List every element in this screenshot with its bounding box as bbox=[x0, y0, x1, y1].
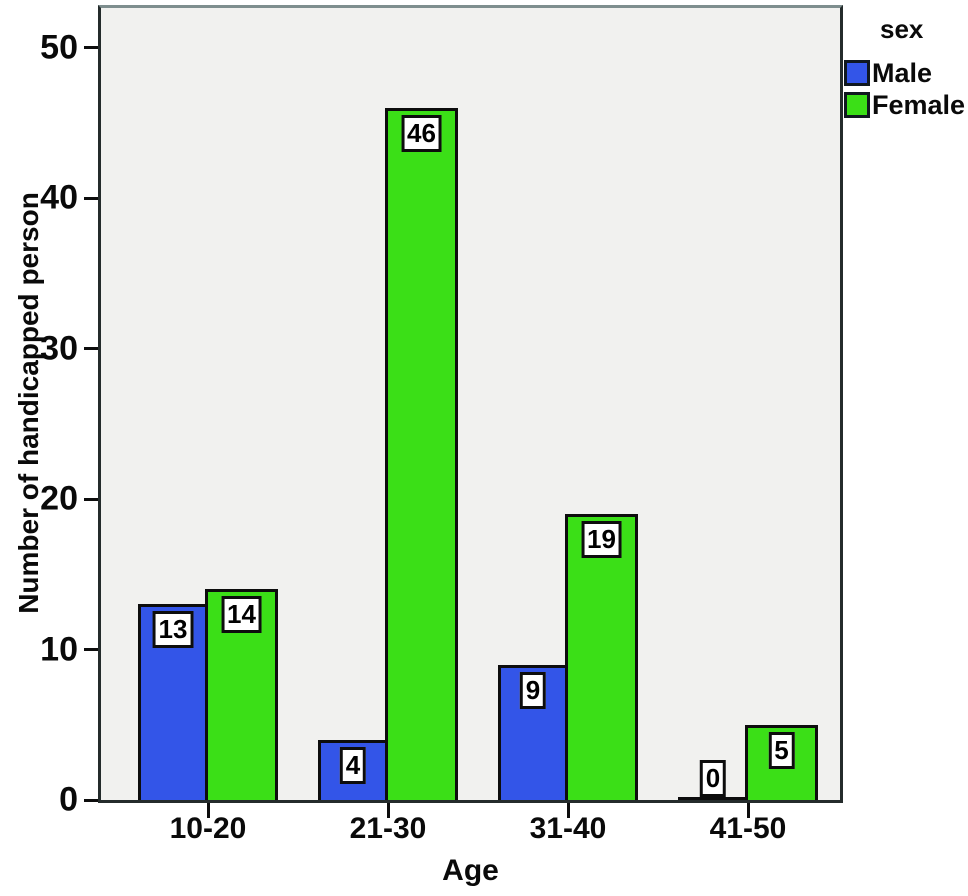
y-tick bbox=[84, 798, 98, 802]
bar-female-31-40: 19 bbox=[565, 514, 638, 800]
bar-value-label: 4 bbox=[339, 746, 367, 784]
bar-value-label: 14 bbox=[221, 596, 262, 634]
bar-value-label: 9 bbox=[519, 671, 547, 709]
legend-swatch-male-icon bbox=[844, 60, 870, 86]
bar-male-10-20: 13 bbox=[138, 604, 208, 800]
bar-male-31-40: 9 bbox=[498, 664, 568, 800]
legend-label: Female bbox=[872, 90, 966, 120]
bar-female-10-20: 14 bbox=[205, 589, 278, 800]
legend-swatch-female-icon bbox=[844, 92, 870, 118]
x-tick bbox=[386, 803, 390, 818]
bar-value-label: 0 bbox=[699, 760, 727, 797]
x-tick-label: 10-20 bbox=[169, 812, 247, 845]
legend-items: Male Female bbox=[844, 59, 966, 119]
y-axis-title: Number of handicapped person bbox=[13, 192, 44, 614]
legend-item-female: Female bbox=[844, 91, 966, 119]
x-tick bbox=[566, 803, 570, 818]
bar-value-label: 46 bbox=[401, 114, 442, 152]
y-tick bbox=[84, 347, 98, 350]
bar-value-label: 19 bbox=[581, 521, 622, 559]
legend-item-male: Male bbox=[844, 59, 966, 87]
y-tick bbox=[84, 46, 98, 49]
legend-title: sex bbox=[880, 14, 924, 44]
x-tick-label: 21-30 bbox=[349, 812, 427, 845]
x-tick-label: 41-50 bbox=[709, 812, 787, 845]
legend-label: Male bbox=[872, 58, 933, 88]
y-tick bbox=[84, 648, 98, 651]
y-tick-label: 0 bbox=[59, 780, 78, 819]
y-tick bbox=[84, 196, 98, 200]
bar-value-label: 5 bbox=[768, 731, 795, 769]
y-tick-label: 50 bbox=[40, 28, 78, 66]
y-tick bbox=[84, 497, 98, 501]
x-axis-title: Age bbox=[442, 854, 499, 887]
x-tick-label: 31-40 bbox=[529, 812, 607, 845]
legend: sex Male Female bbox=[844, 14, 966, 123]
bar-male-41-50: 0 bbox=[678, 760, 748, 800]
plot-area: 13 14 4 46 9 19 0 5 bbox=[98, 5, 843, 803]
bar-female-21-30: 46 bbox=[385, 107, 458, 800]
bar-value-label: 13 bbox=[152, 611, 194, 649]
bar-male-21-30: 4 bbox=[318, 739, 388, 800]
x-tick bbox=[206, 803, 210, 818]
bar-female-41-50: 5 bbox=[745, 724, 818, 800]
x-tick bbox=[746, 803, 750, 818]
y-tick-label: 10 bbox=[40, 630, 78, 668]
